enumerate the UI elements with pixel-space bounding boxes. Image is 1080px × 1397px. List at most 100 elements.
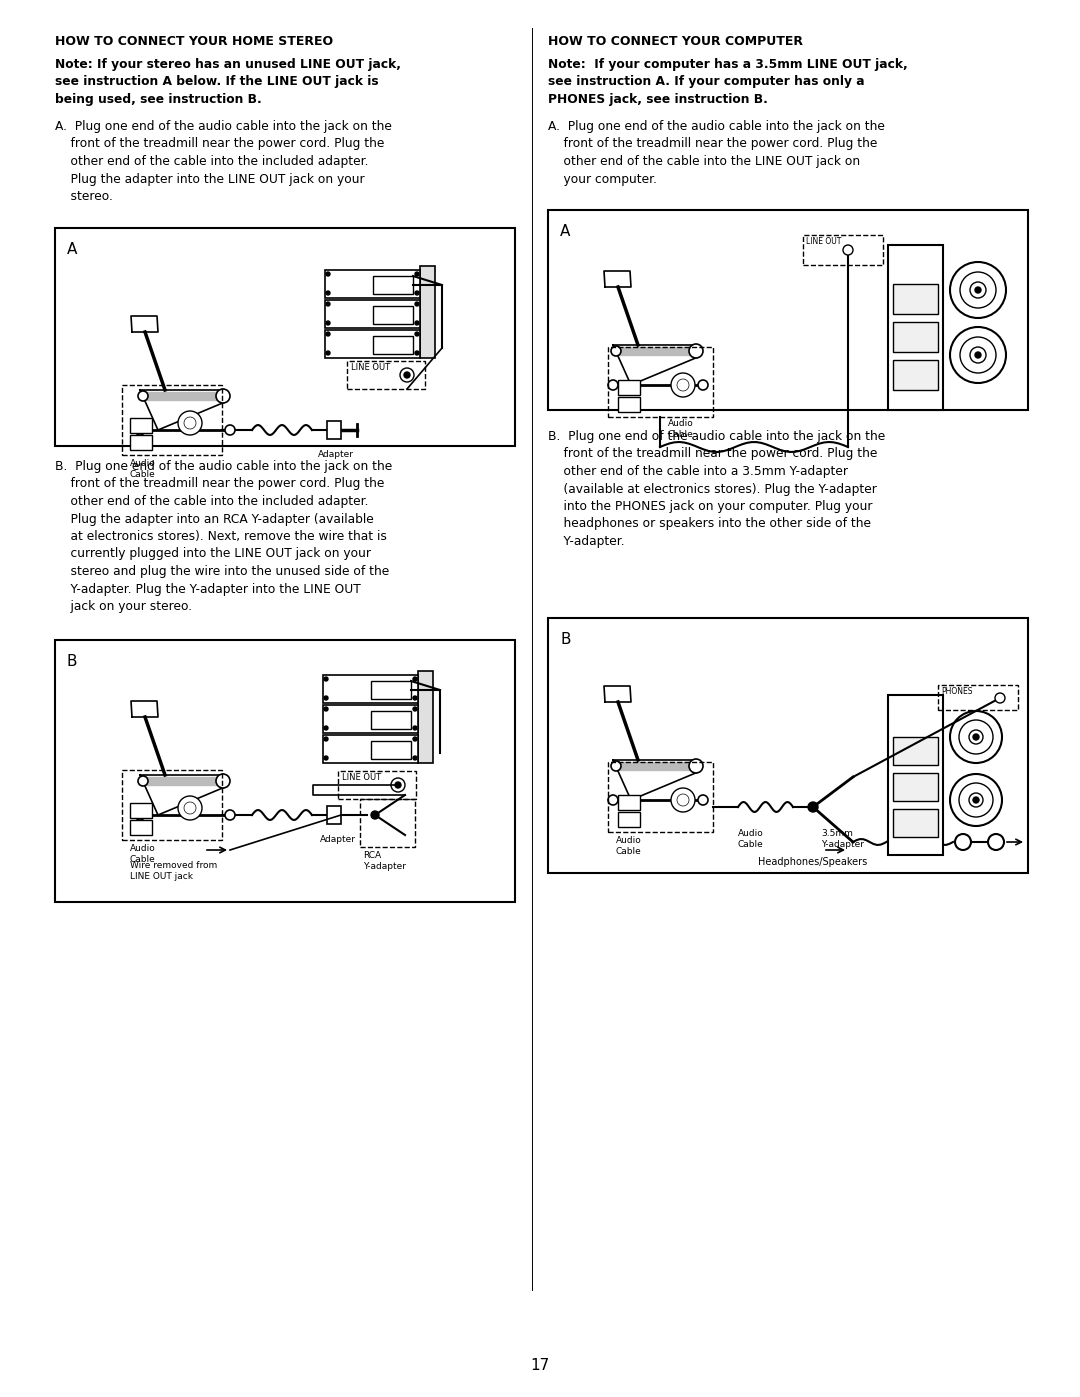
Circle shape bbox=[955, 834, 971, 849]
Bar bbox=[548, 617, 1028, 873]
Circle shape bbox=[326, 332, 330, 337]
Circle shape bbox=[413, 696, 417, 700]
Circle shape bbox=[960, 337, 996, 373]
Circle shape bbox=[608, 380, 618, 390]
Text: A.  Plug one end of the audio cable into the jack on the
    front of the treadm: A. Plug one end of the audio cable into … bbox=[55, 120, 392, 203]
Circle shape bbox=[959, 782, 993, 817]
Bar bbox=[323, 675, 418, 703]
Bar bbox=[372, 711, 411, 729]
Polygon shape bbox=[604, 686, 631, 703]
Text: Wire removed from
LINE OUT jack: Wire removed from LINE OUT jack bbox=[130, 861, 217, 882]
Circle shape bbox=[973, 798, 978, 803]
Polygon shape bbox=[618, 761, 693, 770]
Bar bbox=[373, 306, 413, 324]
Bar bbox=[323, 705, 418, 733]
Circle shape bbox=[950, 774, 1002, 826]
Text: RCA
Y-adapter: RCA Y-adapter bbox=[363, 851, 406, 872]
Polygon shape bbox=[140, 390, 225, 430]
Circle shape bbox=[608, 795, 618, 805]
Circle shape bbox=[975, 352, 981, 358]
Polygon shape bbox=[140, 775, 225, 814]
Text: CD: CD bbox=[329, 679, 345, 689]
Text: Adapter: Adapter bbox=[320, 835, 356, 844]
Bar bbox=[373, 277, 413, 293]
Circle shape bbox=[950, 327, 1005, 383]
Bar bbox=[130, 803, 152, 819]
Bar bbox=[418, 671, 433, 763]
Bar bbox=[360, 799, 415, 847]
Circle shape bbox=[970, 346, 986, 363]
Text: Audio
Cable: Audio Cable bbox=[616, 835, 642, 856]
Text: A: A bbox=[67, 242, 78, 257]
Text: Audio
Cable: Audio Cable bbox=[669, 419, 693, 439]
Circle shape bbox=[324, 707, 328, 711]
Circle shape bbox=[178, 796, 202, 820]
Circle shape bbox=[415, 332, 419, 337]
Circle shape bbox=[326, 302, 330, 306]
Text: LINE OUT: LINE OUT bbox=[806, 237, 841, 246]
Bar bbox=[55, 228, 515, 446]
Text: 3.5mm
Y-adapter: 3.5mm Y-adapter bbox=[821, 828, 864, 849]
Circle shape bbox=[400, 367, 414, 381]
Bar bbox=[420, 265, 435, 358]
Circle shape bbox=[677, 793, 689, 806]
Bar bbox=[347, 360, 426, 388]
Circle shape bbox=[135, 810, 145, 820]
Bar bbox=[888, 694, 943, 855]
Text: A.  Plug one end of the audio cable into the jack on the
    front of the treadm: A. Plug one end of the audio cable into … bbox=[548, 120, 885, 186]
Circle shape bbox=[326, 272, 330, 277]
Bar bbox=[130, 418, 152, 433]
Bar bbox=[888, 244, 943, 409]
Text: Audio
Cable: Audio Cable bbox=[738, 828, 764, 849]
Bar bbox=[325, 330, 420, 358]
Text: LINE OUT: LINE OUT bbox=[342, 773, 381, 782]
Circle shape bbox=[184, 416, 195, 429]
Circle shape bbox=[324, 678, 328, 680]
Text: B: B bbox=[561, 631, 570, 647]
Text: Adapter: Adapter bbox=[318, 450, 354, 460]
Bar bbox=[893, 738, 939, 766]
Polygon shape bbox=[145, 393, 220, 400]
Bar bbox=[618, 795, 640, 810]
Bar bbox=[338, 771, 416, 799]
Circle shape bbox=[216, 774, 230, 788]
Text: Note:  If your computer has a 3.5mm LINE OUT jack,
see instruction A. If your co: Note: If your computer has a 3.5mm LINE … bbox=[548, 59, 908, 106]
Text: LINE OUT: LINE OUT bbox=[351, 363, 390, 372]
Polygon shape bbox=[613, 345, 698, 386]
Circle shape bbox=[950, 263, 1005, 319]
Circle shape bbox=[324, 738, 328, 740]
Bar bbox=[325, 270, 420, 298]
Text: 17: 17 bbox=[530, 1358, 550, 1373]
Circle shape bbox=[698, 380, 708, 390]
Circle shape bbox=[969, 793, 983, 807]
Polygon shape bbox=[604, 271, 631, 286]
Bar bbox=[893, 321, 939, 352]
Text: Headphones/Speakers: Headphones/Speakers bbox=[758, 856, 867, 868]
Circle shape bbox=[988, 834, 1004, 849]
Circle shape bbox=[391, 778, 405, 792]
Circle shape bbox=[975, 286, 981, 293]
Bar bbox=[373, 337, 413, 353]
Circle shape bbox=[225, 810, 235, 820]
Circle shape bbox=[415, 272, 419, 277]
Circle shape bbox=[959, 719, 993, 754]
Bar bbox=[130, 820, 152, 835]
Circle shape bbox=[395, 782, 401, 788]
Bar bbox=[893, 284, 939, 314]
Circle shape bbox=[415, 302, 419, 306]
Bar bbox=[323, 735, 418, 763]
Circle shape bbox=[404, 372, 410, 379]
Circle shape bbox=[216, 388, 230, 402]
Bar bbox=[618, 380, 640, 395]
Circle shape bbox=[225, 425, 235, 434]
Text: Amp: Amp bbox=[329, 739, 353, 749]
Bar bbox=[618, 812, 640, 827]
Circle shape bbox=[415, 291, 419, 295]
Text: Audio
Cable: Audio Cable bbox=[130, 844, 156, 865]
Text: A: A bbox=[561, 224, 570, 239]
Bar bbox=[327, 420, 341, 439]
Circle shape bbox=[413, 678, 417, 680]
Bar bbox=[372, 740, 411, 759]
Circle shape bbox=[995, 693, 1005, 703]
Text: HOW TO CONNECT YOUR HOME STEREO: HOW TO CONNECT YOUR HOME STEREO bbox=[55, 35, 333, 47]
